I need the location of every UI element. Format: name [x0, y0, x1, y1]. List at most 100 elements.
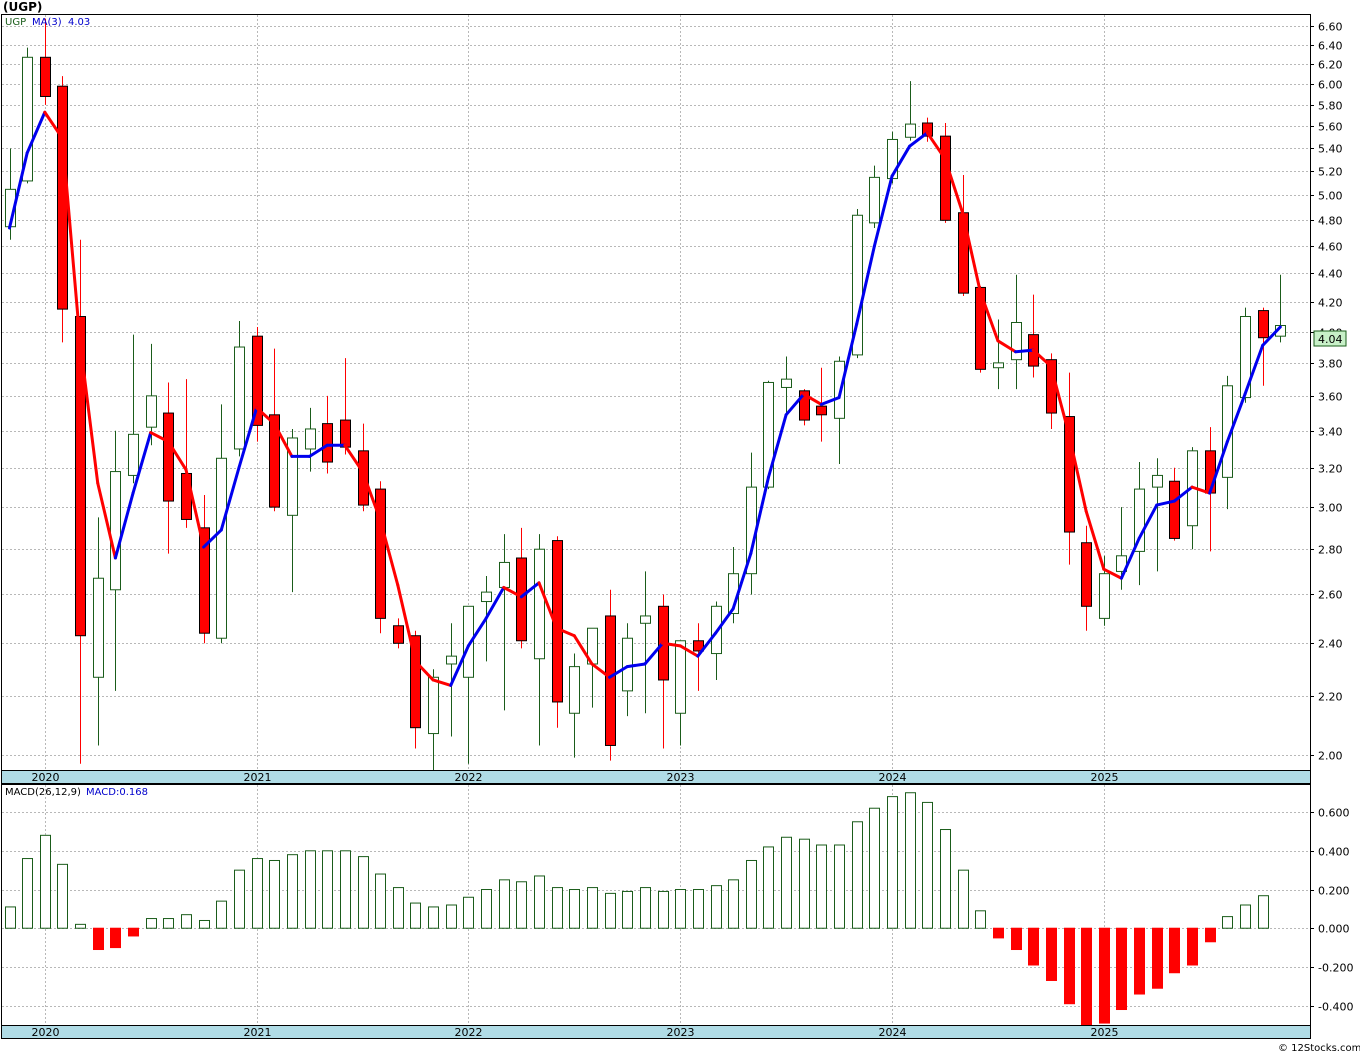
macd-tick-label: 0.200 [1318, 885, 1350, 898]
macd-bar-positive [22, 858, 33, 929]
macd-bar-positive [799, 838, 810, 929]
candle-up [869, 176, 880, 224]
year-label: 2023 [667, 771, 695, 784]
macd-bar-negative [1011, 927, 1022, 951]
macd-bar-positive [146, 918, 157, 929]
year-label: 2021 [244, 771, 272, 784]
year-label: 2025 [1091, 771, 1119, 784]
candle-down [57, 85, 68, 310]
price-tick-label: 5.80 [1318, 100, 1343, 113]
price-panel-frame [1, 14, 1311, 771]
ma-segment [784, 392, 806, 417]
macd-bar-positive [975, 910, 986, 929]
ma-segment [608, 665, 629, 679]
ma-segment [1014, 348, 1035, 354]
macd-tick-label: 0.000 [1318, 923, 1350, 936]
ma-segment [819, 396, 841, 406]
ma-segment [1155, 499, 1176, 507]
candle-up [905, 123, 916, 138]
ma-segment [1119, 536, 1141, 580]
candle-up [1240, 316, 1251, 399]
ma-segment [96, 481, 117, 560]
macd-bar-positive [693, 889, 704, 929]
year-label: 2022 [455, 771, 483, 784]
ma-segment [961, 211, 982, 294]
candle-down [958, 212, 969, 294]
macd-bar-positive [905, 792, 916, 929]
macd-bar-positive [446, 904, 457, 929]
price-tick-label: 2.20 [1318, 691, 1343, 704]
ma-segment [1172, 485, 1194, 503]
year-label: 2023 [667, 1026, 695, 1039]
legend-ma-name: MA(3) [32, 17, 62, 28]
macd-bar-positive [940, 829, 951, 929]
macd-bar-positive [569, 889, 580, 929]
ma-segment [184, 468, 206, 549]
price-tick-label: 3.20 [1318, 463, 1343, 476]
candle-up [763, 381, 774, 488]
macd-bar-positive [958, 869, 969, 929]
ma-segment [572, 634, 594, 666]
ma-segment [1137, 503, 1159, 540]
macd-bar-positive [5, 906, 16, 929]
macd-bar-positive [40, 834, 51, 929]
price-tick-label: 3.60 [1318, 391, 1343, 404]
macd-panel: 0.600 0.400 0.200 0.000 -0.200 -0.400 MACD(26… [1, 784, 1353, 1026]
candle-up [146, 395, 157, 428]
price-tick-label: 2.60 [1318, 589, 1343, 602]
macd-bar-negative [1187, 927, 1198, 966]
candle-up [1011, 321, 1022, 361]
ma-segment [131, 431, 153, 495]
ma-segment [1067, 431, 1088, 513]
candle-up [93, 577, 104, 678]
ma-segment [625, 662, 647, 669]
candle-up [110, 471, 121, 591]
candle-up [128, 433, 139, 476]
ma-segment [978, 290, 1000, 343]
candle-up [569, 666, 580, 714]
candle-down [252, 335, 263, 426]
macd-tick-label: -0.400 [1318, 1001, 1353, 1014]
ma-segment [555, 626, 576, 638]
ma-segment [1049, 364, 1070, 435]
macd-bar-negative [93, 927, 104, 951]
ma-segment [1190, 485, 1212, 495]
ma-segment [466, 616, 488, 648]
ma-segment [1243, 343, 1265, 396]
ma-segment [1261, 325, 1282, 347]
ma-segment [519, 581, 541, 599]
price-tick-label: 4.40 [1318, 268, 1343, 281]
candle-down [163, 412, 174, 502]
ma-segment [149, 431, 170, 444]
price-tick-label: 6.60 [1318, 21, 1343, 34]
macd-bar-negative [1169, 927, 1180, 974]
ma-segment [1225, 392, 1247, 444]
price-tick-label: 6.40 [1318, 40, 1343, 53]
price-tick-label: 2.00 [1318, 750, 1343, 763]
price-tick-label: 4.20 [1318, 297, 1343, 310]
macd-bar-positive [711, 885, 722, 929]
ma-segment [908, 131, 929, 148]
price-y-axis: 2.00 2.20 2.40 2.60 2.80 3.00 3.20 3.40 3.60 3.80… [1310, 21, 1343, 763]
ma-segment [43, 110, 64, 140]
candle-down [75, 316, 86, 637]
candle-down [375, 488, 386, 619]
candle-up [675, 640, 686, 714]
candle-up [993, 362, 1004, 369]
candle-up [216, 457, 227, 639]
ma-segment [431, 678, 453, 687]
ma-segment [343, 443, 364, 474]
ma-segment [890, 144, 912, 178]
last-price-marker: 4.04 [1313, 330, 1347, 347]
macd-bar-positive [375, 873, 386, 929]
price-date-band: 2020 2021 2022 2023 2024 2025 [1, 770, 1311, 784]
macd-bar-positive [499, 879, 510, 929]
ma-segment [113, 491, 135, 560]
macd-bar-positive [428, 906, 439, 929]
ma-segment [855, 244, 876, 326]
candle-down [816, 405, 827, 416]
macd-legend-value: MACD:0.168 [86, 787, 148, 798]
date-labels-bottom: 2020 2021 2022 2023 2024 2025 [32, 1026, 1119, 1039]
macd-bar-positive [463, 896, 474, 929]
candle-up [463, 605, 474, 678]
